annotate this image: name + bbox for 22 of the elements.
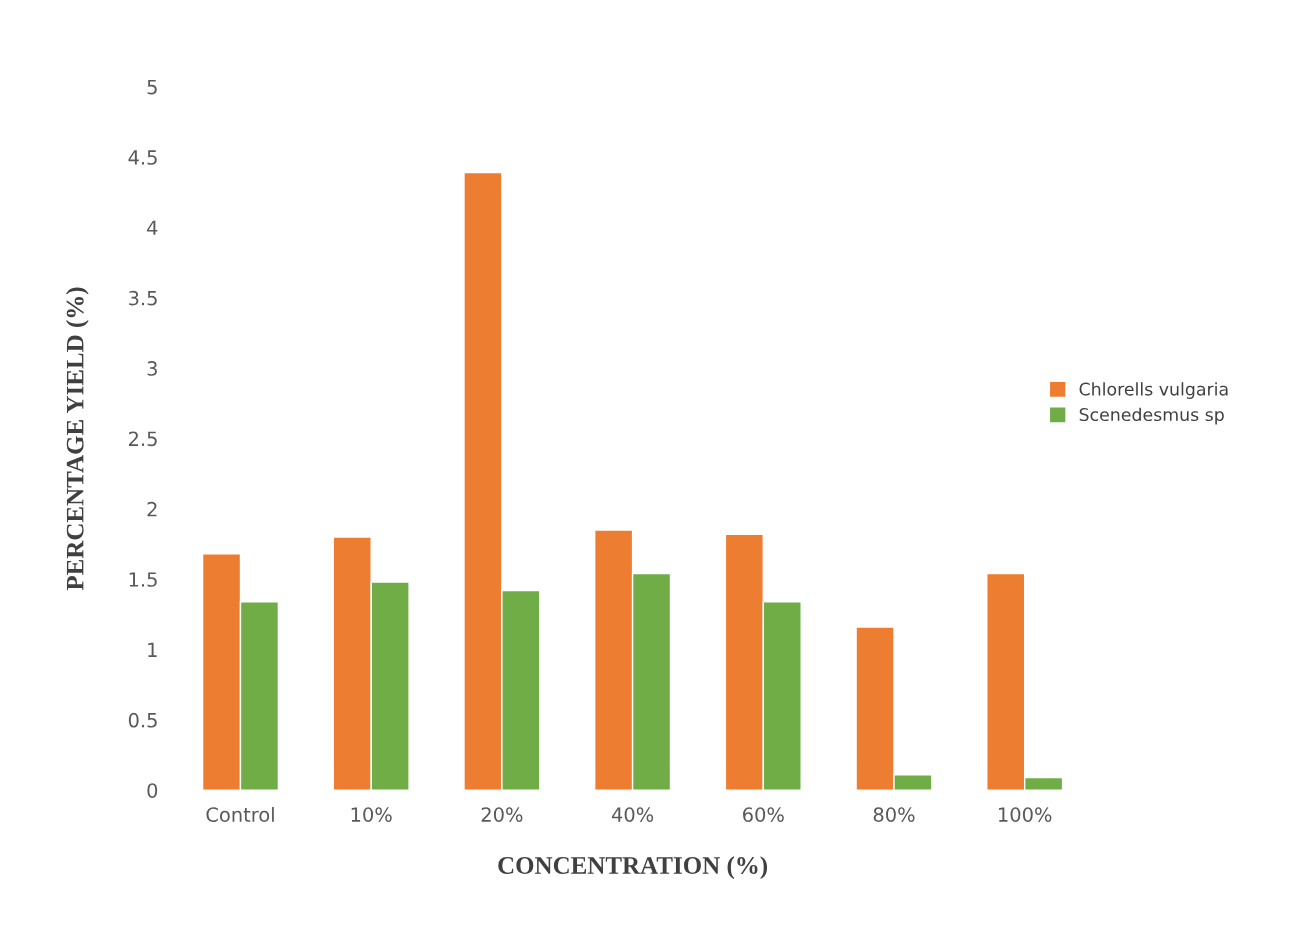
x-tick-label: 40% [611,807,654,822]
x-tick-label: 10% [351,807,392,822]
x-tick-label: 20% [481,807,523,822]
y-tick-label: 0.5 [128,712,157,728]
y-tick-label: 0 [147,783,158,798]
x-tick-label: Control [206,806,274,822]
y-tick-label: 1.5 [129,572,157,587]
x-tick-label: 80% [873,807,915,822]
y-tick-label: 4.5 [128,150,157,165]
y-tick-label: 2.5 [128,431,157,447]
legend-label: Scenedesmus sp [1079,407,1224,425]
x-tick-label: 100% [999,807,1052,822]
y-tick-label: 4 [147,220,158,235]
y-tick-label: 3.5 [129,290,157,306]
y-axis-title: PERCENTAGE YIELD (%) [65,287,89,591]
y-tick-label: 5 [147,79,157,95]
x-axis-title: CONCENTRATION (%) [498,856,768,879]
x-tick-label: 60% [743,807,784,822]
y-tick-label: 3 [147,361,157,376]
legend-label: Chlorells vulgaria [1079,382,1228,399]
y-tick-label: 2 [147,501,157,517]
y-tick-label: 1 [148,642,157,657]
